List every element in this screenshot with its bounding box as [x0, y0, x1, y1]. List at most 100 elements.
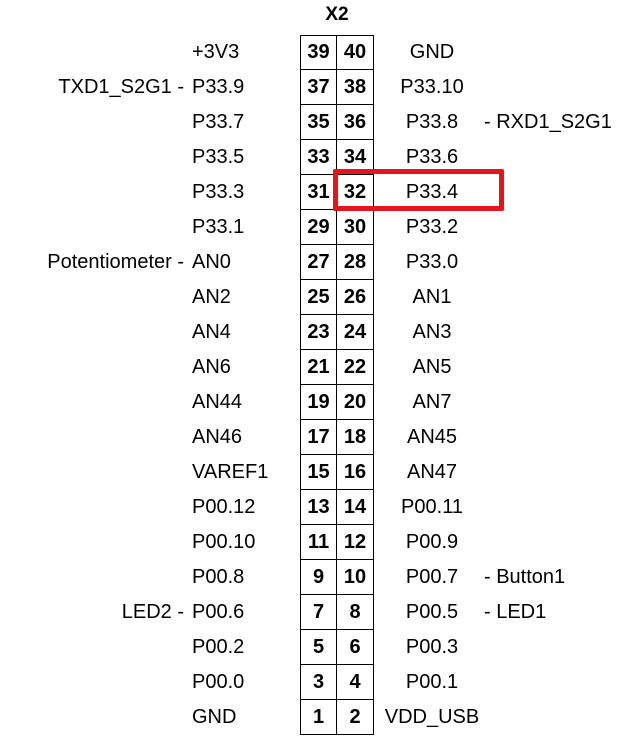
right-pin-number: 4 — [337, 665, 374, 700]
pin-row: P33.7 35 36 P33.8 - RXD1_S2G1 — [0, 105, 639, 140]
left-signal-label: GND — [192, 706, 237, 728]
right-signal-label: GND — [409, 41, 455, 63]
pin-row: AN6 21 22 AN5 — [0, 350, 639, 385]
pin-row: VAREF1 15 16 AN47 — [0, 455, 639, 490]
right-signal-label: P33.6 — [405, 146, 459, 168]
left-signal-label: +3V3 — [192, 41, 240, 63]
left-pin-number: 7 — [300, 595, 337, 630]
left-external-label: Potentiometer - — [47, 251, 184, 273]
left-pin-number: 35 — [300, 105, 337, 140]
right-pin-number: 36 — [337, 105, 374, 140]
left-pin-number: 29 — [300, 210, 337, 245]
right-signal-label: AN7 — [412, 391, 452, 413]
pin-row: P33.5 33 34 P33.6 — [0, 140, 639, 175]
left-pin-number: 19 — [300, 385, 337, 420]
right-signal-label: AN5 — [412, 356, 452, 378]
right-pin-number: 18 — [337, 420, 374, 455]
pin-row: TXD1_S2G1 - P33.9 37 38 P33.10 — [0, 70, 639, 105]
pin-row: P00.12 13 14 P00.11 — [0, 490, 639, 525]
highlight-box-pin-32 — [333, 169, 504, 211]
right-pin-number: 16 — [337, 455, 374, 490]
left-signal-label: P00.6 — [192, 601, 245, 623]
left-pin-number: 39 — [300, 35, 337, 70]
left-signal-label: AN6 — [192, 356, 231, 378]
right-signal-label: P00.3 — [405, 636, 459, 658]
right-pin-number: 22 — [337, 350, 374, 385]
left-pin-number: 23 — [300, 315, 337, 350]
right-pin-number: 40 — [337, 35, 374, 70]
right-signal-label: AN1 — [412, 286, 452, 308]
left-signal-label: P00.0 — [192, 671, 245, 693]
left-pin-number: 25 — [300, 280, 337, 315]
right-pin-number: 6 — [337, 630, 374, 665]
pin-row: Potentiometer - AN0 27 28 P33.0 — [0, 245, 639, 280]
left-pin-number: 31 — [300, 175, 337, 210]
left-signal-label: P33.7 — [192, 111, 245, 133]
right-pin-number: 14 — [337, 490, 374, 525]
left-signal-label: VAREF1 — [192, 461, 269, 483]
right-pin-number: 8 — [337, 595, 374, 630]
pin-row: AN44 19 20 AN7 — [0, 385, 639, 420]
left-pin-number: 5 — [300, 630, 337, 665]
right-signal-label: P33.2 — [405, 216, 459, 238]
right-pin-number: 30 — [337, 210, 374, 245]
right-signal-label: P00.1 — [405, 671, 459, 693]
pin-row: AN4 23 24 AN3 — [0, 315, 639, 350]
right-signal-label: P33.0 — [405, 251, 459, 273]
left-pin-number: 15 — [300, 455, 337, 490]
left-pin-number: 27 — [300, 245, 337, 280]
left-external-label: LED2 - — [121, 601, 184, 623]
left-pin-number: 1 — [300, 700, 337, 735]
right-signal-label: AN47 — [406, 461, 458, 483]
right-signal-label: P00.5 — [405, 601, 459, 623]
pin-row: P33.1 29 30 P33.2 — [0, 210, 639, 245]
right-signal-label: P33.4 — [405, 181, 459, 203]
right-pin-number: 38 — [337, 70, 374, 105]
left-signal-label: AN44 — [192, 391, 243, 413]
pin-row: P00.10 11 12 P00.9 — [0, 525, 639, 560]
left-pin-number: 13 — [300, 490, 337, 525]
left-signal-label: P33.1 — [192, 216, 245, 238]
left-pin-number: 33 — [300, 140, 337, 175]
right-pin-number: 2 — [337, 700, 374, 735]
left-signal-label: AN0 — [192, 251, 231, 273]
right-pin-number: 26 — [337, 280, 374, 315]
pin-row: P33.3 31 32 P33.4 — [0, 175, 639, 210]
right-signal-label: P33.10 — [400, 76, 464, 98]
right-external-label: - Button1 — [484, 566, 566, 588]
left-pin-number: 17 — [300, 420, 337, 455]
right-signal-label: VDD_USB — [384, 706, 480, 728]
left-signal-label: P33.5 — [192, 146, 245, 168]
pin-row: P00.8 9 10 P00.7 - Button1 — [0, 560, 639, 595]
pin-row: P00.2 5 6 P00.3 — [0, 630, 639, 665]
pin-row: LED2 - P00.6 7 8 P00.5 - LED1 — [0, 595, 639, 630]
pin-row: GND 1 2 VDD_USB — [0, 700, 639, 735]
right-signal-label: P33.8 — [405, 111, 459, 133]
left-pin-number: 37 — [300, 70, 337, 105]
right-pin-number: 24 — [337, 315, 374, 350]
right-signal-label: AN3 — [412, 321, 452, 343]
left-signal-label: AN4 — [192, 321, 231, 343]
left-external-label: TXD1_S2G1 - — [58, 76, 184, 98]
right-external-label: - LED1 — [484, 601, 547, 623]
left-signal-label: P00.2 — [192, 636, 245, 658]
left-pin-number: 11 — [300, 525, 337, 560]
pin-row: +3V3 39 40 GND — [0, 35, 639, 70]
connector-title: X2 — [325, 4, 349, 25]
pin-row: AN46 17 18 AN45 — [0, 420, 639, 455]
right-pin-number: 20 — [337, 385, 374, 420]
right-signal-label: AN45 — [406, 426, 458, 448]
left-signal-label: P00.8 — [192, 566, 245, 588]
left-signal-label: AN46 — [192, 426, 243, 448]
left-pin-number: 3 — [300, 665, 337, 700]
left-signal-label: P33.9 — [192, 76, 245, 98]
right-signal-label: P00.9 — [405, 531, 459, 553]
left-signal-label: P00.10 — [192, 531, 256, 553]
pin-row: AN2 25 26 AN1 — [0, 280, 639, 315]
pin-row: P00.0 3 4 P00.1 — [0, 665, 639, 700]
right-signal-label: P00.11 — [401, 496, 463, 518]
right-signal-label: P00.7 — [405, 566, 459, 588]
right-pin-number: 12 — [337, 525, 374, 560]
right-external-label: - RXD1_S2G1 — [484, 111, 612, 133]
right-pin-number: 34 — [337, 140, 374, 175]
